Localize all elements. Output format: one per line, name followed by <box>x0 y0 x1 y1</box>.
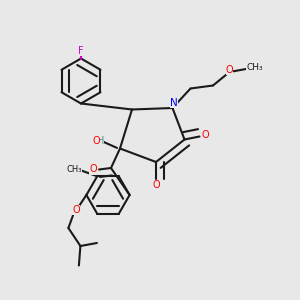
Text: N: N <box>170 98 178 108</box>
Text: O: O <box>152 180 160 190</box>
Text: CH₃: CH₃ <box>67 165 83 174</box>
Text: O: O <box>92 136 100 146</box>
Text: CH₃: CH₃ <box>246 63 263 72</box>
Text: O: O <box>72 205 80 215</box>
Text: O: O <box>201 130 209 140</box>
Text: H: H <box>97 136 104 146</box>
Text: O: O <box>226 64 233 75</box>
Text: O: O <box>89 164 97 175</box>
Text: F: F <box>78 46 84 56</box>
